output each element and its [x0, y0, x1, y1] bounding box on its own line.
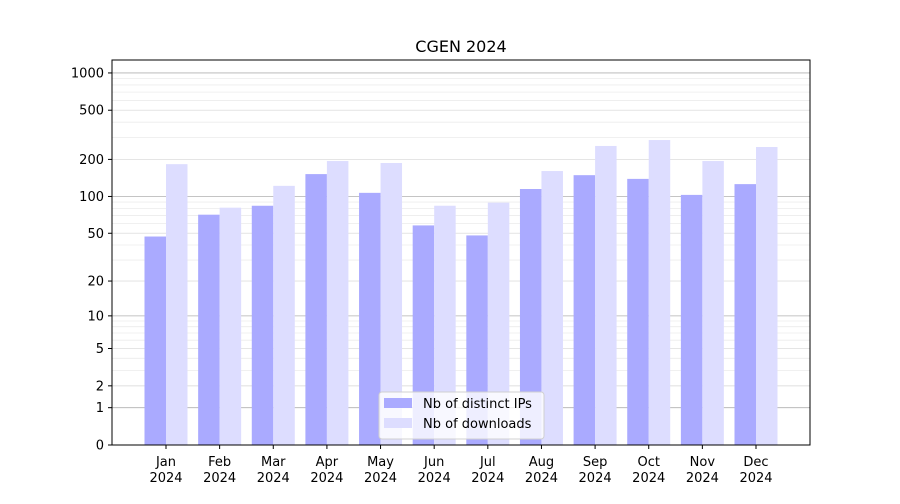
- legend-box: [378, 391, 545, 440]
- chart-title: CGEN 2024: [415, 37, 506, 56]
- x-tick-label: May 2024: [364, 455, 397, 486]
- y-tick-label: 500: [79, 104, 104, 119]
- bar-downloads: [487, 202, 510, 445]
- y-tick-label: 100: [79, 190, 104, 205]
- plot-frame: [111, 59, 811, 446]
- bar-distinct-ips: [627, 178, 649, 445]
- x-tick-label: Oct 2024: [632, 455, 665, 486]
- y-tick-label: 200: [79, 153, 104, 168]
- bar-distinct-ips: [412, 225, 435, 445]
- x-tick-label: Nov 2024: [686, 455, 719, 486]
- bar-downloads: [434, 205, 456, 445]
- bar-downloads: [702, 161, 724, 445]
- x-tick-label: Sep 2024: [579, 455, 612, 486]
- bar-distinct-ips: [251, 205, 274, 445]
- x-tick-label: Feb 2024: [203, 455, 236, 486]
- x-tick-label: Dec 2024: [739, 455, 772, 486]
- legend-swatch: [384, 418, 412, 428]
- bar-distinct-ips: [359, 192, 381, 445]
- x-tick-label: Aug 2024: [525, 455, 558, 486]
- x-tick-label: Jun 2024: [418, 455, 451, 486]
- bar-downloads: [219, 207, 242, 445]
- bar-downloads: [326, 161, 349, 445]
- y-tick-label: 0: [96, 439, 104, 454]
- bar-downloads: [595, 145, 617, 445]
- bar-distinct-ips: [734, 184, 756, 445]
- x-tick-label: Jul 2024: [471, 455, 504, 486]
- x-tick-label: Mar 2024: [257, 455, 290, 486]
- bar-distinct-ips: [573, 175, 596, 446]
- x-tick-label: Jan 2024: [149, 455, 182, 486]
- bar-downloads: [756, 147, 778, 445]
- bar-downloads: [273, 185, 295, 446]
- y-tick-label: 20: [87, 275, 104, 290]
- bar-distinct-ips: [198, 214, 220, 445]
- bar-distinct-ips: [519, 189, 542, 445]
- y-tick-label: 50: [87, 227, 104, 242]
- x-tick-label: Apr 2024: [310, 455, 343, 486]
- bar-distinct-ips: [305, 174, 327, 445]
- bar-downloads: [380, 163, 403, 445]
- bar-downloads: [648, 140, 671, 445]
- y-tick-label: 1: [96, 401, 104, 416]
- y-tick-label: 10: [87, 309, 104, 324]
- legend-swatch: [384, 398, 412, 408]
- y-tick-label: 2: [96, 379, 104, 394]
- y-tick-label: 1000: [71, 66, 104, 81]
- legend-label: Nb of distinct IPs: [423, 397, 532, 412]
- bar-downloads: [541, 171, 563, 445]
- bar-downloads: [166, 164, 188, 445]
- bar-distinct-ips: [144, 236, 166, 445]
- y-tick-label: 5: [96, 342, 104, 357]
- bar-distinct-ips: [680, 194, 703, 445]
- legend-label: Nb of downloads: [423, 417, 532, 432]
- legend: Nb of distinct IPs Nb of downloads: [378, 391, 545, 440]
